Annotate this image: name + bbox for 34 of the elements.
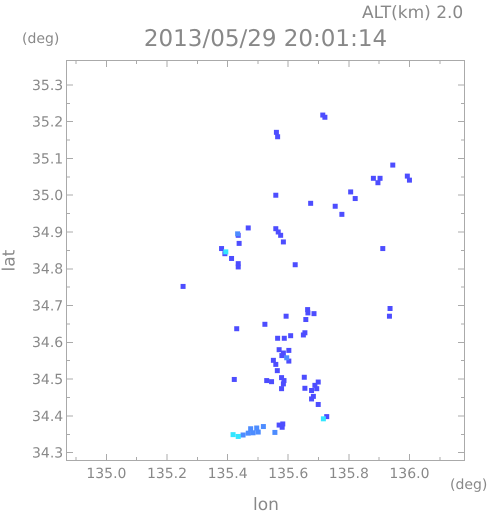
point (250, 430, 256, 436)
point (248, 426, 254, 432)
x-axis-title: lon (253, 495, 279, 515)
text: (deg) (22, 31, 60, 47)
y-tick-label: 35.3 (32, 78, 64, 94)
x-tick-label: 135.6 (268, 466, 308, 482)
point (272, 430, 278, 435)
point (240, 432, 246, 438)
y-tick-label: 34.9 (32, 224, 64, 241)
point (236, 434, 241, 439)
x-tick-label: 135.4 (208, 466, 248, 482)
point (256, 430, 261, 435)
chart-subtitle: ALT(km) 2.0 (362, 3, 464, 23)
point (230, 432, 236, 438)
y-tick-label: 34.3 (32, 446, 64, 462)
y-tick-label: 34.5 (32, 372, 64, 388)
x-tick-label: 135.0 (86, 466, 126, 482)
chart-title: 2013/05/29 20:01:14 (144, 26, 388, 52)
y-tick-label: 34.4 (32, 408, 64, 425)
point (284, 355, 290, 360)
point (320, 416, 326, 422)
x-tick-label: 135.8 (328, 466, 369, 482)
x-tick-label: 135.2 (146, 466, 188, 482)
y-tick-label: 34.6 (32, 335, 64, 352)
y-axis-title: lat (0, 249, 20, 272)
point (246, 430, 251, 436)
text: (deg) (450, 477, 488, 493)
y-tick-label: 35.0 (32, 188, 64, 204)
point (260, 424, 266, 430)
y-tick-label: 34.7 (32, 298, 64, 314)
y-tick-label: 35.1 (32, 151, 64, 168)
x-tick-label: 136.0 (389, 466, 430, 482)
y-tick-label: 34.8 (32, 262, 64, 278)
y-tick-label: 35.2 (32, 114, 64, 131)
